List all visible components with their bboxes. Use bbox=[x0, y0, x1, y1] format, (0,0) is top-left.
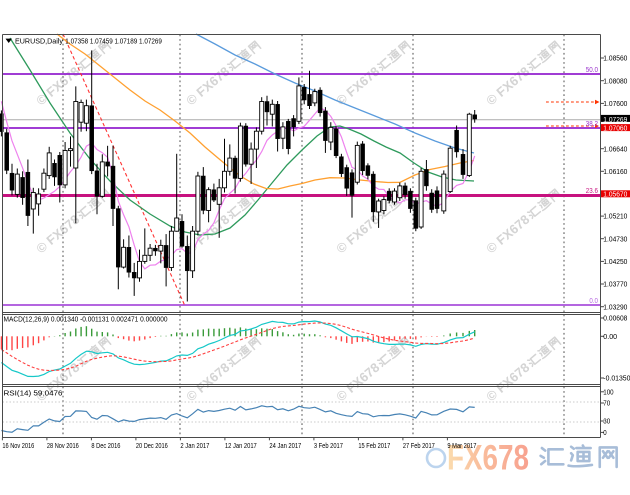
svg-text:1.04730: 1.04730 bbox=[603, 234, 627, 243]
svg-text:50.0: 50.0 bbox=[586, 65, 598, 74]
svg-text:38.2: 38.2 bbox=[586, 119, 598, 128]
svg-text:1.03290: 1.03290 bbox=[603, 302, 627, 311]
svg-text:16 Nov 2016: 16 Nov 2016 bbox=[2, 441, 34, 450]
svg-text:70: 70 bbox=[603, 399, 610, 408]
svg-text:1.07269: 1.07269 bbox=[603, 115, 627, 124]
svg-text:-0.013500: -0.013500 bbox=[603, 374, 630, 383]
svg-text:20 Dec 2016: 20 Dec 2016 bbox=[136, 441, 168, 450]
svg-text:100: 100 bbox=[603, 387, 613, 396]
svg-text:1.07358 1.07459 1.07189 1.0726: 1.07358 1.07459 1.07189 1.07269 bbox=[65, 36, 162, 45]
svg-text:0.00: 0.00 bbox=[603, 332, 617, 341]
svg-text:28 Nov 2016: 28 Nov 2016 bbox=[47, 441, 79, 450]
svg-text:9 Mar 2017: 9 Mar 2017 bbox=[447, 441, 476, 450]
svg-text:1.05210: 1.05210 bbox=[603, 212, 627, 221]
svg-text:0: 0 bbox=[603, 428, 606, 437]
svg-text:1.08080: 1.08080 bbox=[603, 76, 627, 85]
svg-text:1.07600: 1.07600 bbox=[603, 99, 627, 108]
svg-text:RSI(14) 59.0476: RSI(14) 59.0476 bbox=[4, 389, 63, 398]
svg-text:1.04250: 1.04250 bbox=[603, 257, 627, 266]
svg-text:12 Jan 2017: 12 Jan 2017 bbox=[225, 441, 257, 450]
svg-text:0.00608: 0.00608 bbox=[603, 314, 627, 323]
svg-text:0.0: 0.0 bbox=[589, 296, 598, 305]
svg-text:8 Dec 2016: 8 Dec 2016 bbox=[91, 441, 120, 450]
svg-text:1.03770: 1.03770 bbox=[603, 280, 627, 289]
svg-text:1.06640: 1.06640 bbox=[603, 144, 627, 153]
svg-text:24 Jan 2017: 24 Jan 2017 bbox=[269, 441, 301, 450]
svg-text:1.05670: 1.05670 bbox=[603, 190, 627, 199]
svg-text:1.08560: 1.08560 bbox=[603, 54, 627, 63]
svg-text:EURUSD,Daily: EURUSD,Daily bbox=[15, 36, 63, 45]
svg-text:15 Feb 2017: 15 Feb 2017 bbox=[358, 441, 390, 450]
svg-text:23.6: 23.6 bbox=[586, 186, 598, 195]
svg-text:1.06160: 1.06160 bbox=[603, 167, 627, 176]
svg-text:FX678: FX678 bbox=[447, 439, 529, 478]
svg-text:3 Feb 2017: 3 Feb 2017 bbox=[314, 441, 343, 450]
svg-text:1.07060: 1.07060 bbox=[603, 123, 627, 132]
svg-text:27 Feb 2017: 27 Feb 2017 bbox=[403, 441, 435, 450]
svg-text:30: 30 bbox=[603, 417, 610, 426]
svg-text:2 Jan 2017: 2 Jan 2017 bbox=[180, 441, 209, 450]
svg-text:MACD(12,26,9) 0.001340 -0.0011: MACD(12,26,9) 0.001340 -0.001131 0.00247… bbox=[4, 315, 168, 324]
